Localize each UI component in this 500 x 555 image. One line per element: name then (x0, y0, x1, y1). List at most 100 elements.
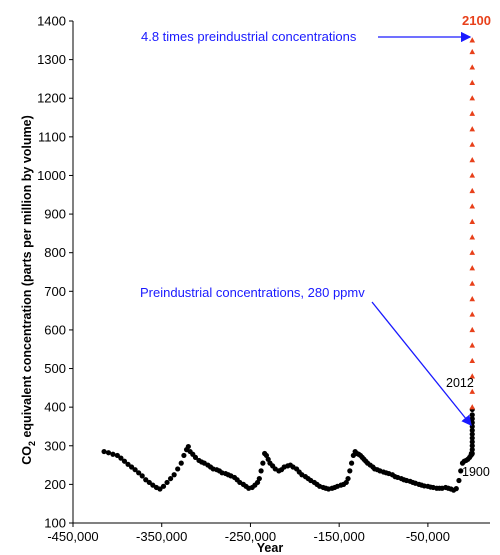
data-point-projection (469, 311, 476, 317)
y-tick-label: 1100 (38, 129, 66, 144)
data-point-historical (121, 458, 128, 464)
data-point-historical (132, 467, 138, 473)
data-point-projection (469, 79, 476, 85)
data-point-historical (128, 464, 135, 470)
label-2100: 2100 (462, 13, 491, 28)
data-point-historical (456, 477, 462, 484)
data-point-projection (469, 48, 476, 55)
data-point-projection (469, 95, 476, 101)
data-point-projection (469, 172, 476, 178)
data-point-historical (118, 455, 124, 461)
data-point-historical (254, 479, 261, 486)
data-point-historical (469, 447, 475, 453)
y-tick-label: 500 (44, 361, 66, 376)
data-point-historical (105, 450, 112, 456)
data-point-projection (469, 141, 476, 147)
y-tick-label: 100 (44, 516, 66, 531)
x-axis-title: Year (257, 541, 284, 555)
data-point-historical (348, 460, 355, 466)
data-point-historical (458, 468, 464, 474)
data-point-historical (256, 475, 262, 482)
y-tick-label: 600 (44, 322, 66, 337)
data-point-projection (469, 218, 476, 224)
data-point-historical (343, 479, 349, 486)
y-tick-label: 900 (44, 207, 66, 222)
data-point-historical (265, 456, 271, 462)
data-point-projection (469, 110, 476, 116)
data-point-historical (258, 468, 264, 474)
y-tick-label: 1400 (37, 14, 66, 29)
x-tick-label: -250,000 (225, 529, 276, 544)
label-2012: 2012 (446, 376, 474, 390)
projection-series (469, 37, 476, 410)
data-point-projection (469, 234, 476, 240)
data-point-historical (160, 483, 167, 489)
data-point-historical (345, 475, 351, 482)
data-point-projection (469, 249, 476, 255)
data-point-projection (469, 187, 476, 194)
data-point-projection (469, 64, 476, 70)
y-tick-label: 800 (44, 245, 66, 260)
data-point-projection (469, 404, 476, 410)
data-point-historical (114, 452, 120, 459)
data-point-historical (469, 439, 475, 445)
data-point-projection (469, 157, 476, 163)
data-point-historical (469, 431, 475, 437)
data-point-projection (469, 203, 476, 209)
data-point-historical (453, 486, 459, 492)
data-point-historical (175, 466, 181, 472)
x-tick-label: -350,000 (136, 529, 187, 544)
data-point-projection (469, 37, 476, 43)
data-point-historical (110, 451, 116, 457)
data-point-historical (469, 427, 475, 433)
y-tick-label: 400 (44, 400, 66, 415)
data-point-historical (469, 435, 475, 441)
historical-series (101, 406, 475, 493)
data-point-historical (181, 452, 187, 459)
y-axis-title: CO2 equivalent concentration (parts per … (20, 115, 37, 465)
data-point-projection (469, 342, 476, 348)
data-point-historical (167, 475, 174, 482)
y-tick-label: 300 (44, 438, 66, 453)
data-point-historical (260, 460, 266, 466)
data-point-projection (469, 296, 476, 302)
data-point-projection (469, 326, 476, 333)
data-point-projection (469, 126, 476, 132)
data-point-historical (143, 477, 149, 483)
data-point-projection (469, 388, 476, 394)
data-point-historical (171, 472, 177, 478)
data-point-historical (164, 479, 170, 486)
x-tick-label: -150,000 (314, 529, 365, 544)
data-point-projection (469, 357, 476, 364)
data-point-historical (469, 450, 475, 457)
y-tick-label: 200 (44, 477, 66, 492)
y-tick-label: 1200 (37, 91, 66, 106)
x-tick-label: -50,000 (406, 529, 450, 544)
data-point-historical (125, 461, 131, 467)
data-point-historical (136, 470, 142, 476)
data-point-projection (469, 280, 476, 286)
data-point-historical (146, 479, 152, 486)
data-point-historical (139, 473, 145, 479)
data-point-historical (263, 452, 270, 459)
data-point-historical (101, 448, 107, 455)
data-point-historical (347, 468, 353, 474)
y-tick-label: 1000 (37, 168, 66, 183)
label-1900: 1900 (462, 465, 490, 479)
data-point-historical (469, 412, 475, 418)
arrow-preindustrial (371, 301, 472, 427)
data-point-projection (469, 265, 476, 271)
data-point-historical (192, 454, 199, 460)
data-point-historical (185, 443, 191, 450)
x-axis-ticks: -450,000 -350,000 -250,000 -150,000 -50,000 (47, 523, 450, 544)
y-tick-label: 1300 (37, 52, 66, 67)
annotation-preindustrial: Preindustrial concentrations, 280 ppmv (140, 285, 365, 300)
data-point-historical (469, 443, 475, 449)
data-point-historical (178, 460, 184, 466)
y-tick-label: 700 (44, 284, 66, 299)
data-point-projection (469, 373, 476, 379)
annotation-4-8-times: 4.8 times preindustrial concentrations (141, 29, 357, 44)
x-tick-label: -450,000 (47, 529, 98, 544)
y-axis-ticks: 100 200 300 400 500 600 700 800 900 1000 1100 1200 1… (37, 14, 73, 531)
